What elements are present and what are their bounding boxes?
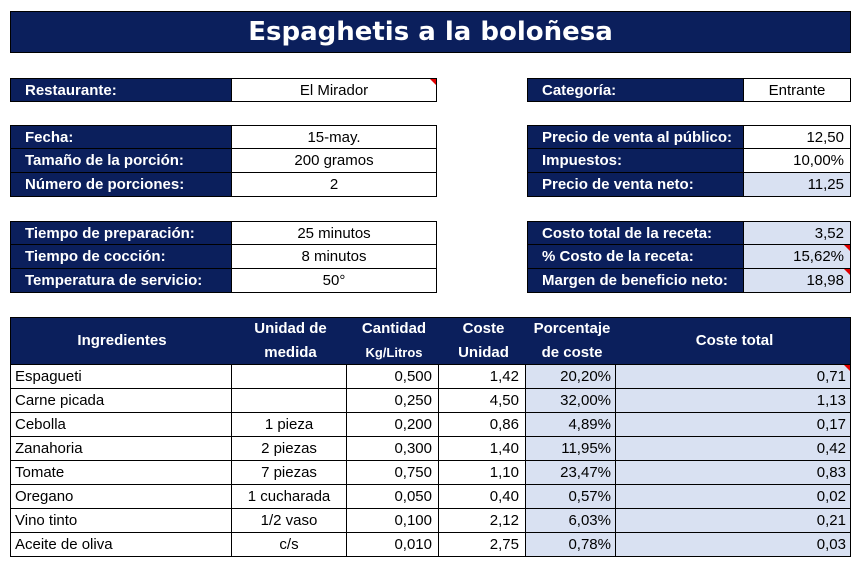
category-value[interactable]: Entrante	[744, 78, 851, 102]
portions-value[interactable]: 2	[232, 173, 437, 197]
ingredient-cell[interactable]: Zanahoria	[10, 437, 232, 461]
total-cost-cell[interactable]: 0,21	[616, 509, 851, 533]
restaurant-label: Restaurante:	[10, 78, 232, 102]
header-coste-unidad: Coste Unidad	[458, 320, 509, 361]
comment-marker[interactable]	[844, 365, 850, 371]
table-row: Oregano 1 cucharada 0,050 0,40 0,57% 0,0…	[10, 485, 851, 509]
portion-size-label: Tamaño de la porción:	[10, 149, 232, 173]
ingredient-cell[interactable]: Cebolla	[10, 413, 232, 437]
ingredient-cell[interactable]: Vino tinto	[10, 509, 232, 533]
percent-cell[interactable]: 0,78%	[526, 533, 616, 557]
percent-cell[interactable]: 0,57%	[526, 485, 616, 509]
ingredient-cell[interactable]: Carne picada	[10, 389, 232, 413]
comment-marker[interactable]	[844, 269, 850, 275]
unit-cost-cell[interactable]: 1,10	[439, 461, 526, 485]
total-cost-cell[interactable]: 0,42	[616, 437, 851, 461]
total-cost-cell[interactable]: 1,13	[616, 389, 851, 413]
ingredient-cell[interactable]: Aceite de oliva	[10, 533, 232, 557]
serving-temp-label: Temperatura de servicio:	[10, 269, 232, 293]
portions-label: Número de porciones:	[10, 173, 232, 197]
comment-marker[interactable]	[430, 79, 436, 85]
retail-price-label: Precio de venta al público:	[527, 125, 744, 149]
unit-cost-cell[interactable]: 4,50	[439, 389, 526, 413]
percent-cell[interactable]: 6,03%	[526, 509, 616, 533]
category-label: Categoría:	[527, 78, 744, 102]
recipe-title: Espaghetis a la boloñesa	[10, 11, 851, 53]
prep-time-value[interactable]: 25 minutos	[232, 221, 437, 245]
unit-cost-cell[interactable]: 2,12	[439, 509, 526, 533]
header-ingredientes: Ingredientes	[77, 332, 167, 349]
comment-marker[interactable]	[844, 245, 850, 251]
header-cantidad: Cantidad Kg/Litros	[361, 320, 427, 360]
quantity-cell[interactable]: 0,200	[347, 413, 439, 437]
quantity-cell[interactable]: 0,100	[347, 509, 439, 533]
table-row: Vino tinto 1/2 vaso 0,100 2,12 6,03% 0,2…	[10, 509, 851, 533]
table-row: Cebolla 1 pieza 0,200 0,86 4,89% 0,17	[10, 413, 851, 437]
quantity-cell[interactable]: 0,250	[347, 389, 439, 413]
quantity-cell[interactable]: 0,750	[347, 461, 439, 485]
quantity-cell[interactable]: 0,010	[347, 533, 439, 557]
unit-cell[interactable]: 1 pieza	[232, 413, 347, 437]
unit-cell[interactable]: 7 piezas	[232, 461, 347, 485]
quantity-cell[interactable]: 0,300	[347, 437, 439, 461]
total-cost-label: Costo total de la receta:	[527, 221, 744, 245]
ingredient-cell[interactable]: Espagueti	[10, 365, 232, 389]
percent-cell[interactable]: 32,00%	[526, 389, 616, 413]
retail-price-value[interactable]: 12,50	[744, 125, 851, 149]
portion-size-value[interactable]: 200 gramos	[232, 149, 437, 173]
taxes-value[interactable]: 10,00%	[744, 149, 851, 173]
percent-cell[interactable]: 23,47%	[526, 461, 616, 485]
unit-cost-cell[interactable]: 1,42	[439, 365, 526, 389]
quantity-cell[interactable]: 0,050	[347, 485, 439, 509]
total-cost-cell[interactable]: 0,83	[616, 461, 851, 485]
restaurant-value[interactable]: El Mirador	[232, 78, 437, 102]
ingredients-table-header: Ingredientes Unidad de medida Cantidad Kg/…	[10, 317, 851, 365]
total-cost-value[interactable]: 3,52	[744, 221, 851, 245]
unit-cost-cell[interactable]: 2,75	[439, 533, 526, 557]
table-row: Carne picada 0,250 4,50 32,00% 1,13	[10, 389, 851, 413]
unit-cell[interactable]	[232, 389, 347, 413]
unit-cost-cell[interactable]: 1,40	[439, 437, 526, 461]
cost-percent-label: % Costo de la receta:	[527, 245, 744, 269]
total-cost-cell[interactable]: 0,17	[616, 413, 851, 437]
cook-time-value[interactable]: 8 minutos	[232, 245, 437, 269]
header-coste-total: Coste total	[695, 332, 774, 349]
unit-cost-cell[interactable]: 0,40	[439, 485, 526, 509]
table-row: Zanahoria 2 piezas 0,300 1,40 11,95% 0,4…	[10, 437, 851, 461]
percent-cell[interactable]: 20,20%	[526, 365, 616, 389]
unit-cell[interactable]	[232, 365, 347, 389]
net-price-value[interactable]: 11,25	[744, 173, 851, 197]
net-margin-value[interactable]: 18,98	[744, 269, 851, 293]
net-margin-label: Margen de beneficio neto:	[527, 269, 744, 293]
serving-temp-value[interactable]: 50°	[232, 269, 437, 293]
table-row: Tomate 7 piezas 0,750 1,10 23,47% 0,83	[10, 461, 851, 485]
prep-time-label: Tiempo de preparación:	[10, 221, 232, 245]
total-cost-cell[interactable]: 0,02	[616, 485, 851, 509]
header-porcentaje: Porcentaje de coste	[533, 320, 611, 361]
cook-time-label: Tiempo de cocción:	[10, 245, 232, 269]
unit-cell[interactable]: 1/2 vaso	[232, 509, 347, 533]
date-label: Fecha:	[10, 125, 232, 149]
table-row: Aceite de oliva c/s 0,010 2,75 0,78% 0,0…	[10, 533, 851, 557]
table-row: Espagueti 0,500 1,42 20,20% 0,71	[10, 365, 851, 389]
percent-cell[interactable]: 11,95%	[526, 437, 616, 461]
cost-percent-value[interactable]: 15,62%	[744, 245, 851, 269]
ingredient-cell[interactable]: Oregano	[10, 485, 232, 509]
total-cost-cell[interactable]: 0,71	[616, 365, 851, 389]
taxes-label: Impuestos:	[527, 149, 744, 173]
unit-cost-cell[interactable]: 0,86	[439, 413, 526, 437]
unit-cell[interactable]: 1 cucharada	[232, 485, 347, 509]
ingredient-cell[interactable]: Tomate	[10, 461, 232, 485]
net-price-label: Precio de venta neto:	[527, 173, 744, 197]
quantity-cell[interactable]: 0,500	[347, 365, 439, 389]
percent-cell[interactable]: 4,89%	[526, 413, 616, 437]
unit-cell[interactable]: c/s	[232, 533, 347, 557]
unit-cell[interactable]: 2 piezas	[232, 437, 347, 461]
header-unidad: Unidad de medida	[254, 320, 327, 361]
total-cost-cell[interactable]: 0,03	[616, 533, 851, 557]
date-value[interactable]: 15-may.	[232, 125, 437, 149]
